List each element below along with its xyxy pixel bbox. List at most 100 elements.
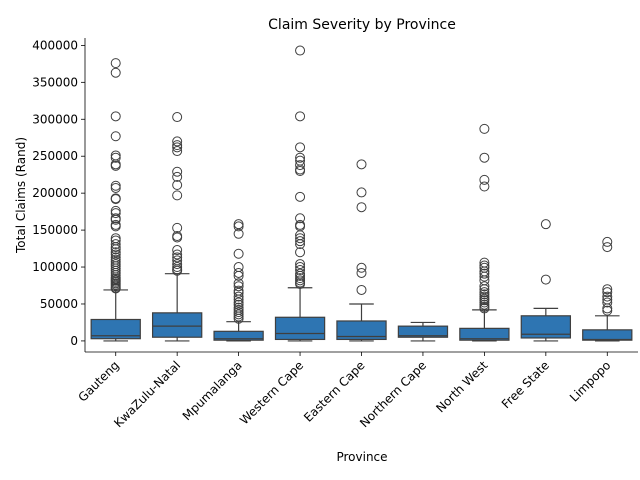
- y-tick-label: 200000: [32, 186, 78, 200]
- outlier-point: [110, 194, 121, 205]
- outlier-point: [233, 267, 244, 278]
- outlier-point: [233, 309, 244, 320]
- outlier-point: [110, 270, 121, 281]
- outlier-point: [295, 273, 306, 284]
- outlier-point: [479, 284, 490, 295]
- outlier-point: [356, 159, 367, 170]
- outlier-point: [479, 281, 490, 292]
- outlier-point: [172, 252, 183, 263]
- outlier-point: [295, 165, 306, 176]
- outlier-point: [295, 275, 306, 286]
- iqr-box: [520, 315, 572, 339]
- x-tick-label: North West: [433, 358, 490, 415]
- outlier-point: [172, 140, 183, 151]
- outlier-point: [110, 131, 121, 142]
- box-group-western-cape: [274, 45, 326, 342]
- outlier-point: [295, 142, 306, 153]
- outlier-point: [110, 152, 121, 163]
- outlier-point: [110, 283, 121, 294]
- outlier-point: [356, 187, 367, 198]
- outlier-point: [602, 305, 613, 316]
- outlier-point: [233, 278, 244, 289]
- outlier-point: [479, 271, 490, 282]
- outlier-point: [233, 297, 244, 308]
- outlier-point: [233, 307, 244, 318]
- outlier-point: [602, 287, 613, 298]
- iqr-box: [336, 320, 387, 341]
- x-tick-label: Gauteng: [75, 358, 121, 404]
- outlier-point: [172, 249, 183, 260]
- outlier-point: [172, 180, 183, 191]
- outlier-point: [602, 236, 613, 247]
- outlier-point: [110, 221, 121, 232]
- outlier-point: [110, 265, 121, 276]
- outlier-point: [233, 311, 244, 322]
- outlier-point: [110, 67, 121, 78]
- outlier-point: [295, 45, 306, 56]
- outlier-point: [356, 284, 367, 295]
- y-axis-title: Total Claims (Rand): [14, 137, 28, 254]
- outlier-point: [110, 193, 121, 204]
- outlier-point: [172, 166, 183, 177]
- y-tick-label: 50000: [40, 297, 78, 311]
- box-group-gauteng: [90, 58, 141, 342]
- x-tick-label: Western Cape: [237, 358, 306, 427]
- outlier-point: [172, 146, 183, 157]
- box-group-eastern-cape: [336, 159, 387, 342]
- outlier-point: [110, 244, 121, 255]
- outlier-point: [172, 245, 183, 256]
- outlier-point: [479, 268, 490, 279]
- outlier-point: [295, 111, 306, 122]
- outlier-point: [602, 303, 613, 314]
- outlier-point: [356, 267, 367, 278]
- outlier-point: [479, 123, 490, 134]
- outlier-point: [295, 239, 306, 250]
- outlier-point: [233, 221, 244, 232]
- y-tick-label: 100000: [32, 260, 78, 274]
- y-tick-label: 400000: [32, 38, 78, 52]
- outlier-point: [602, 297, 613, 308]
- outlier-point: [172, 259, 183, 270]
- outlier-point: [479, 297, 490, 308]
- outlier-point: [356, 202, 367, 213]
- outlier-point: [110, 160, 121, 171]
- outlier-point: [110, 247, 121, 258]
- outlier-point: [110, 214, 121, 225]
- outlier-point: [295, 259, 306, 270]
- outlier-point: [172, 171, 183, 182]
- outlier-point: [233, 299, 244, 310]
- outlier-point: [295, 233, 306, 244]
- box-group-kwazulu-natal: [151, 112, 203, 342]
- y-tick-label: 250000: [32, 149, 78, 163]
- outlier-point: [233, 248, 244, 259]
- x-tick-label: Limpopo: [567, 358, 613, 404]
- y-tick-label: 300000: [32, 112, 78, 126]
- outlier-point: [540, 274, 551, 285]
- outlier-point: [233, 294, 244, 305]
- outlier-point: [233, 219, 244, 230]
- outlier-point: [233, 291, 244, 302]
- outlier-point: [172, 222, 183, 233]
- outlier-point: [479, 299, 490, 310]
- outlier-point: [172, 190, 183, 201]
- outlier-point: [233, 228, 244, 239]
- outlier-point: [233, 281, 244, 292]
- y-tick-label: 150000: [32, 223, 78, 237]
- box-group-north-west: [459, 123, 510, 342]
- outlier-point: [110, 111, 121, 122]
- outlier-point: [479, 174, 490, 185]
- y-tick-label: 0: [70, 334, 78, 348]
- outlier-point: [479, 303, 490, 314]
- outlier-point: [110, 180, 121, 191]
- box-group-northern-cape: [397, 321, 449, 342]
- box-group-free-state: [520, 219, 572, 342]
- iqr-box: [90, 318, 141, 340]
- outlier-point: [172, 232, 183, 243]
- y-axis: 0 50000 100000 150000 200000 250000 300000 3500…: [32, 38, 86, 352]
- outlier-point: [602, 242, 613, 253]
- outlier-point: [295, 247, 306, 258]
- outlier-point: [295, 279, 306, 290]
- outlier-point: [110, 242, 121, 253]
- outlier-point: [540, 219, 551, 230]
